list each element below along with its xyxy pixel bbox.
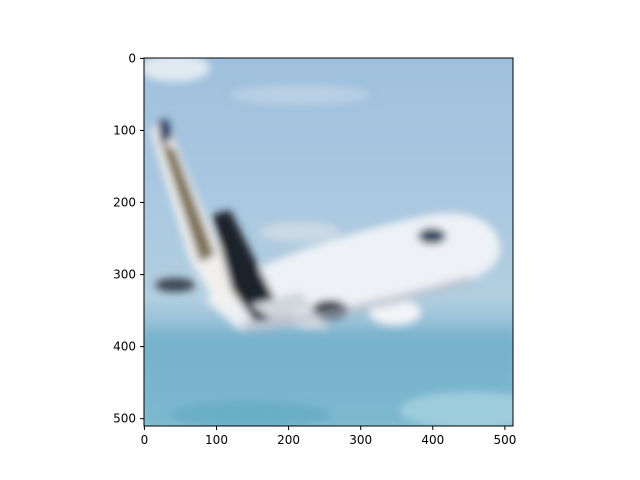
y-axis: 0 100 200 300 400 500	[113, 52, 144, 426]
y-tick-label: 300	[113, 268, 136, 282]
axes-frame	[143, 57, 514, 427]
x-tick-label: 100	[205, 433, 228, 447]
y-tick-label: 500	[113, 412, 136, 426]
y-tick-label: 200	[113, 196, 136, 210]
x-axis: 0 100 200 300 400 500	[141, 426, 516, 447]
y-tick-label: 0	[128, 52, 136, 66]
airplane-image	[144, 58, 513, 426]
x-tick-label: 0	[141, 433, 149, 447]
y-tick-label: 400	[113, 340, 136, 354]
x-tick-label: 300	[349, 433, 372, 447]
x-tick-label: 200	[277, 433, 300, 447]
x-tick-label: 400	[421, 433, 444, 447]
y-tick-label: 100	[113, 124, 136, 138]
x-tick-label: 500	[493, 433, 516, 447]
